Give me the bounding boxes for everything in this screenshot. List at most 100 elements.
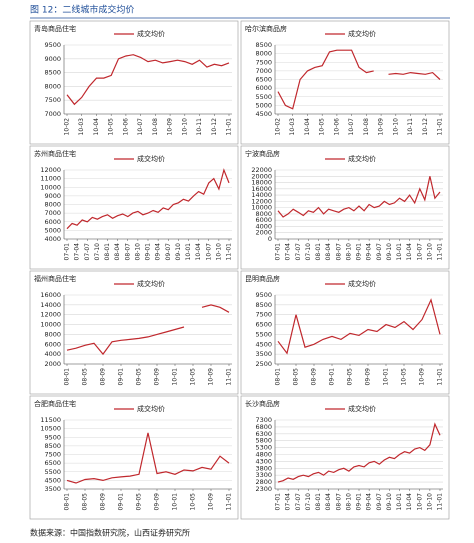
x-tick-label: 10-01 [383,368,390,386]
y-tick-label: 5300 [255,444,272,452]
x-tick-label: 08-05 [293,368,300,386]
x-tick-label: 08-04 [114,243,121,261]
x-tick-label: 08-05 [82,368,89,386]
y-tick-label: 20000 [251,172,272,180]
y-tick-label: 10000 [40,183,61,191]
x-tick-label: 09-01 [329,368,336,386]
legend-label: 成交均价 [348,279,376,288]
y-tick-label: 5000 [44,226,61,234]
x-tick-label: 11-01 [437,243,444,261]
x-tick-label: 10-10 [181,118,188,136]
x-tick-label: 10-12 [211,118,218,136]
series-line [66,304,230,356]
x-tick-label: 07-04 [285,243,292,261]
y-tick-label: 10000 [251,204,272,212]
x-tick-label: 10-09 [208,493,215,511]
x-tick-label: 09-05 [136,493,143,511]
x-tick-label: 08-01 [104,243,111,261]
x-tick-label: 10-05 [190,493,197,511]
x-tick-label: 07-07 [295,493,302,511]
y-tick-label: 11000 [40,175,61,183]
y-tick-label: 22000 [251,166,272,174]
y-tick-label: 5800 [255,437,272,445]
y-tick-label: 6000 [255,216,272,224]
x-tick-label: 10-04 [304,118,311,136]
x-tick-label: 11-01 [226,368,233,386]
x-tick-label: 09-10 [386,493,393,511]
x-tick-label: 09-07 [376,493,383,511]
x-tick-label: 09-01 [118,368,125,386]
panel-frame [29,145,239,270]
x-tick-label: 10-04 [93,118,100,136]
y-tick-label: 3500 [255,350,272,358]
x-tick-label: 10-07 [348,118,355,136]
y-tick-label: 6000 [44,218,61,226]
x-tick-label: 08-09 [100,493,107,511]
x-tick-label: 09-01 [118,493,125,511]
panel-title: 合肥商品住宅 [34,399,76,408]
x-tick-label: 09-04 [366,243,373,261]
x-tick-label: 07-01 [275,243,282,261]
y-tick-label: 4000 [44,350,61,358]
y-tick-label: 7500 [255,311,272,319]
x-tick-label: 10-07 [205,243,212,261]
x-tick-label: 09-04 [366,493,373,511]
y-tick-label: 5500 [44,468,61,476]
x-tick-label: 09-10 [175,243,182,261]
series-line [66,168,230,230]
panel-title: 苏州商品住宅 [34,149,76,158]
x-tick-label: 10-06 [122,118,129,136]
y-tick-label: 12000 [40,311,61,319]
panel-title: 福州商品住宅 [34,274,76,283]
x-tick-label: 10-02 [275,118,282,136]
x-tick-label: 11-01 [226,493,233,511]
x-tick-label: 11-01 [226,118,233,136]
x-tick-label: 10-06 [333,118,340,136]
y-tick-label: 8500 [44,69,61,77]
x-tick-label: 10-01 [185,243,192,261]
x-tick-label: 08-04 [325,243,332,261]
y-tick-label: 10000 [40,321,61,329]
y-tick-label: 8500 [255,41,272,49]
panel-frame [240,145,450,270]
legend-label: 成交均价 [348,404,376,413]
y-tick-label: 8000 [44,330,61,338]
x-tick-label: 10-01 [172,493,179,511]
y-tick-label: 6000 [255,84,272,92]
series-line [277,298,441,355]
x-tick-label: 10-01 [172,368,179,386]
x-tick-label: 07-01 [275,493,282,511]
source-note: 数据来源：中国指数研究院，山西证券研究所 [30,528,190,538]
y-tick-label: 4000 [255,222,272,230]
series-line [277,176,441,218]
x-tick-label: 09-05 [347,368,354,386]
x-tick-label: 10-05 [108,118,115,136]
x-tick-label: 09-05 [136,368,143,386]
x-tick-label: 08-05 [82,493,89,511]
y-tick-label: 18000 [251,179,272,187]
y-tick-label: 4800 [255,451,272,459]
y-tick-label: 4300 [255,457,272,465]
y-tick-label: 4500 [44,476,61,484]
x-tick-label: 10-10 [215,243,222,261]
x-tick-label: 10-02 [64,118,71,136]
x-tick-label: 09-07 [376,243,383,261]
x-tick-label: 10-10 [392,118,399,136]
y-tick-label: 7000 [44,209,61,217]
x-tick-label: 10-03 [78,118,85,136]
x-tick-label: 07-01 [64,243,71,261]
series-line [277,49,441,110]
y-tick-label: 4500 [255,110,272,118]
y-tick-label: 3300 [255,471,272,479]
panel-title: 宁波商品房 [245,149,280,158]
y-tick-label: 3500 [44,485,61,493]
legend-label: 成交均价 [137,279,165,288]
x-tick-label: 10-10 [426,493,433,511]
y-tick-label: 8000 [44,82,61,90]
x-tick-label: 09-09 [365,368,372,386]
x-tick-label: 08-10 [345,243,352,261]
x-tick-label: 10-09 [208,368,215,386]
x-tick-label: 11-01 [437,368,444,386]
series-line [66,54,230,106]
